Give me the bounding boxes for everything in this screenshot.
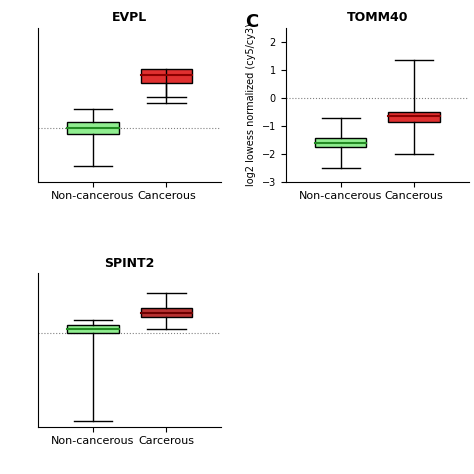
Bar [67,122,118,134]
Bar [141,308,192,318]
Title: TOMM40: TOMM40 [347,11,408,25]
Title: EVPL: EVPL [112,11,147,25]
Title: SPINT2: SPINT2 [104,256,155,270]
Bar [315,138,366,147]
Y-axis label: log2 lowess normalized (cy5/cy3): log2 lowess normalized (cy5/cy3) [246,24,256,186]
Bar [141,69,192,83]
Text: C: C [246,13,259,31]
Bar [389,112,440,122]
Bar [67,325,118,333]
